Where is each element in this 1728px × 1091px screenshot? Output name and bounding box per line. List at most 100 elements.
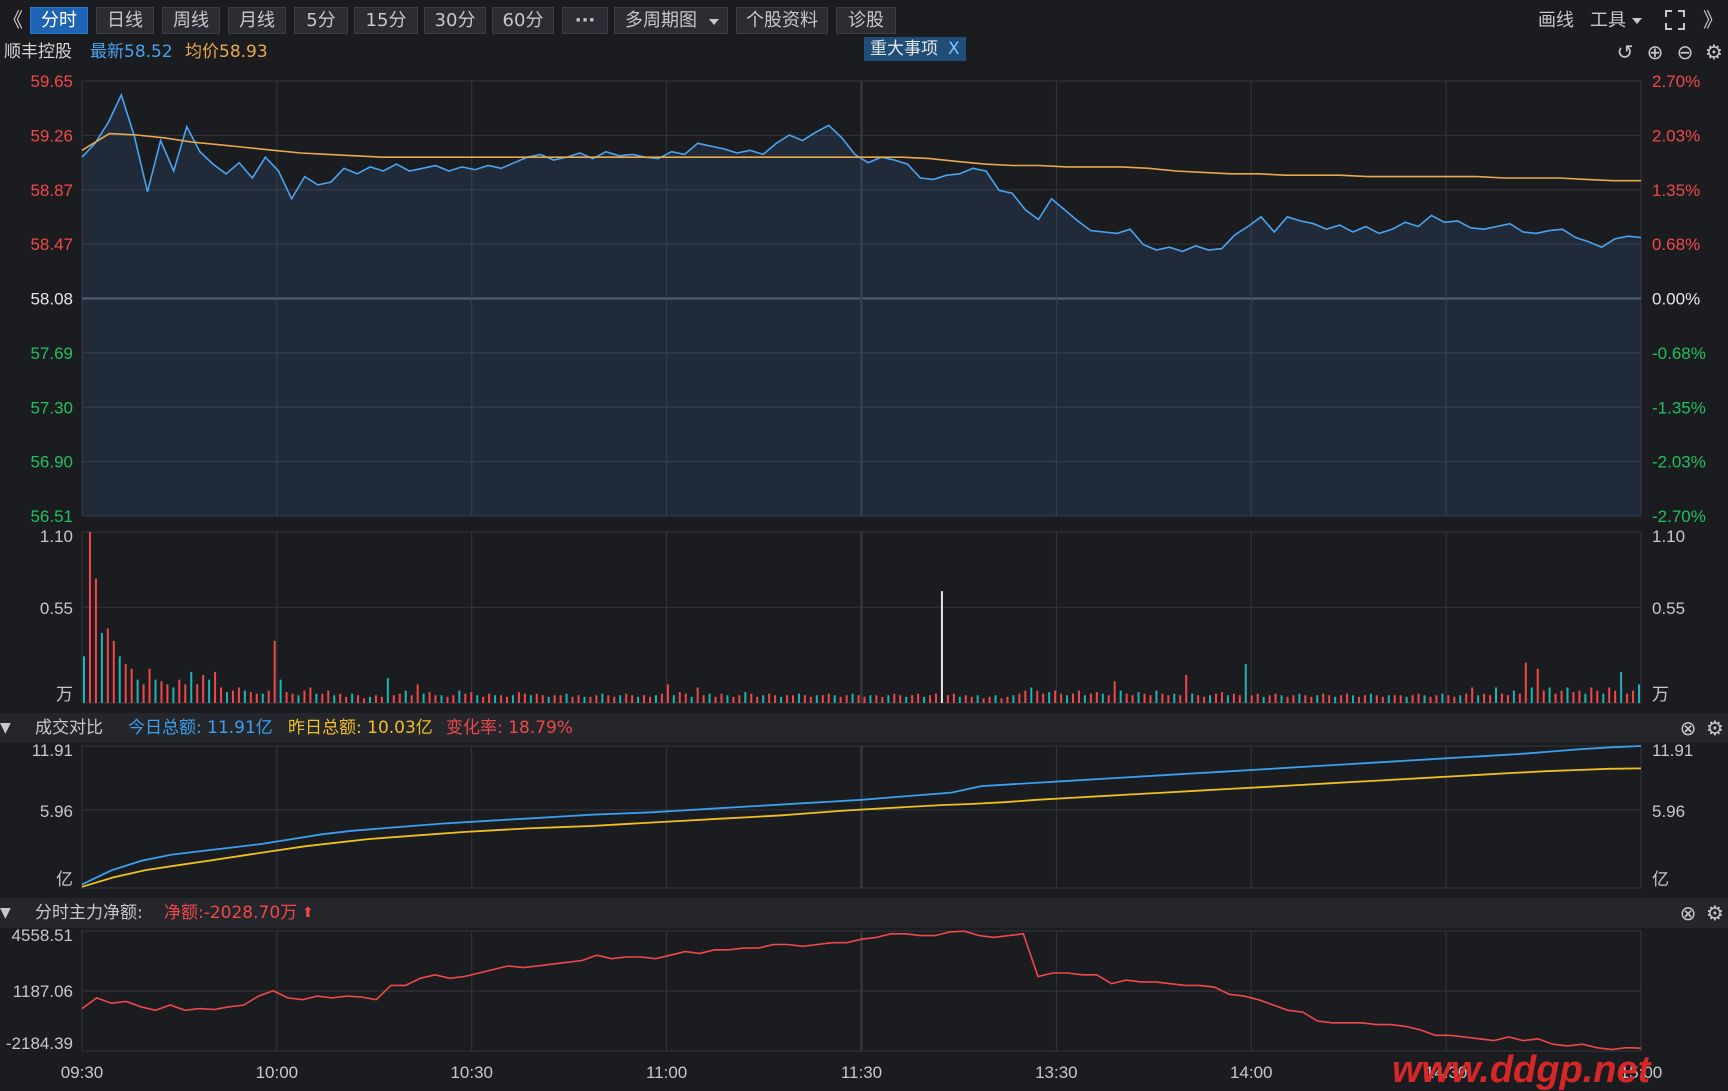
time-tick-label: 13:30	[1035, 1063, 1078, 1082]
net-amount: 净额:-2028.70万	[164, 903, 298, 923]
netflow-axis: 4558.51 1187.06 -2184.39	[6, 926, 73, 1053]
arrow-up-icon: ⬆	[302, 905, 314, 921]
draw-line-button[interactable]: 画线	[1538, 10, 1574, 31]
volume-unit-label: 万	[56, 685, 73, 704]
volume-tick-label: 1.10	[1652, 527, 1685, 546]
turnover-title: 成交对比	[35, 718, 103, 738]
watermark: www.ddgp.net	[1392, 1049, 1652, 1091]
price-tick-label: 56.90	[30, 453, 73, 472]
panel-frame	[81, 80, 1642, 517]
avg-price-line	[81, 132, 1641, 182]
price-tick-label: 59.26	[30, 126, 73, 145]
price-tick-label: 58.87	[30, 181, 73, 200]
netflow-line	[81, 930, 1642, 1051]
tab-weekly[interactable]: 周线	[162, 7, 220, 34]
percent-tick-label: -0.68%	[1652, 344, 1706, 363]
panel-frame	[81, 531, 1642, 704]
time-tick-label: 11:30	[841, 1063, 882, 1082]
time-tick-label: 10:00	[256, 1063, 299, 1082]
multi-period-dropdown[interactable]: 多周期图	[614, 7, 728, 34]
volume-tick-label: 0.55	[40, 599, 73, 618]
netflow-panel-header: ▼ 分时主力净额: 净额:-2028.70万 ⬆ ⊗ ⚙	[0, 898, 1728, 928]
percent-tick-label: -2.70%	[1652, 507, 1706, 526]
tab-30min[interactable]: 30分	[424, 7, 486, 34]
percent-tick-label: 0.68%	[1652, 235, 1700, 254]
netflow-tick-label: 1187.06	[13, 982, 73, 1001]
change-rate: 变化率: 18.79%	[446, 718, 573, 738]
toolbar: 《 分时 日线 周线 月线 5分 15分 30分 60分 ··· 多周期图 个股…	[0, 0, 1728, 40]
percent-tick-label: -1.35%	[1652, 398, 1706, 417]
price-tick-label: 58.47	[30, 235, 73, 254]
percent-tick-label: 1.35%	[1652, 181, 1700, 200]
collapse-left-icon[interactable]: 《	[3, 8, 23, 32]
today-total: 今日总额: 11.91亿	[128, 718, 273, 738]
tab-intraday[interactable]: 分时	[30, 7, 88, 34]
tab-15min[interactable]: 15分	[354, 7, 418, 34]
time-tick-label: 14:00	[1230, 1063, 1273, 1082]
volume-bars	[83, 532, 1640, 703]
volume-unit-label: 万	[1652, 685, 1669, 704]
price-area	[82, 94, 1641, 517]
percent-tick-label: 0.00%	[1652, 290, 1700, 309]
info-bar: 顺丰控股 最新58.52 均价58.93 ↺ ⊕ ⊖ ⚙	[0, 38, 1728, 66]
time-tick-label: 15:00	[1620, 1063, 1663, 1082]
yesterday-total: 昨日总额: 10.03亿	[288, 718, 433, 738]
close-icon[interactable]: X	[948, 39, 960, 59]
turnover-tick-label: 5.96	[40, 802, 73, 821]
turnover-tick-label: 11.91	[1652, 741, 1693, 760]
close-panel-icon[interactable]: ⊗	[1679, 901, 1697, 925]
turnover-unit-label: 亿	[56, 870, 73, 889]
close-panel-icon[interactable]: ⊗	[1679, 716, 1697, 740]
tab-daily[interactable]: 日线	[96, 7, 154, 34]
today-turnover-line	[81, 745, 1642, 886]
percent-tick-label: 2.70%	[1652, 72, 1700, 91]
tab-5min[interactable]: 5分	[294, 7, 348, 34]
turnover-unit-label: 亿	[1652, 870, 1669, 889]
collapse-icon[interactable]: ▼	[0, 905, 11, 921]
gear-icon[interactable]: ⚙	[1705, 40, 1723, 64]
major-event-tag[interactable]: 重大事项 X	[864, 37, 966, 61]
netflow-tick-label: -2184.39	[6, 1034, 73, 1053]
tools-dropdown[interactable]: 工具	[1590, 7, 1650, 34]
price-tick-label: 57.30	[30, 398, 73, 417]
fullscreen-icon[interactable]	[1662, 6, 1688, 34]
undo-icon[interactable]: ↺	[1616, 40, 1634, 64]
zoom-in-icon[interactable]: ⊕	[1646, 40, 1664, 64]
percent-tick-label: 2.03%	[1652, 126, 1700, 145]
more-periods-button[interactable]: ···	[562, 7, 608, 34]
panel-frame	[81, 745, 1642, 889]
price-tick-label: 57.69	[30, 344, 73, 363]
tab-monthly[interactable]: 月线	[228, 7, 286, 34]
collapse-icon[interactable]: ▼	[0, 720, 11, 736]
tools-label: 工具	[1590, 10, 1626, 31]
gear-icon[interactable]: ⚙	[1706, 716, 1724, 740]
multi-period-label: 多周期图	[625, 10, 697, 31]
zoom-out-icon[interactable]: ⊖	[1676, 40, 1694, 64]
tab-60min[interactable]: 60分	[492, 7, 554, 34]
turnover-tick-label: 11.91	[32, 741, 73, 760]
time-tick-label: 09:30	[61, 1063, 104, 1082]
major-event-label: 重大事项	[870, 39, 938, 59]
chevron-down-icon	[709, 19, 719, 25]
stock-profile-button[interactable]: 个股资料	[736, 7, 828, 34]
price-tick-label: 56.51	[30, 507, 73, 526]
price-tick-label: 58.08	[30, 290, 73, 309]
price-axis: 59.65 59.26 58.87 58.47 58.08 57.69 57.30 56.90…	[30, 72, 73, 526]
time-axis: 09:30 10:00 10:30 11:00 11:30 13:30 14:00 14:30…	[61, 1063, 1663, 1082]
expand-right-icon[interactable]: 》	[1703, 8, 1723, 32]
turnover-tick-label: 5.96	[1652, 802, 1685, 821]
turnover-panel-header: ▼ 成交对比 今日总额: 11.91亿 昨日总额: 10.03亿 变化率: 18…	[0, 713, 1728, 743]
panel-frame	[81, 930, 1642, 1052]
chevron-down-icon	[1632, 18, 1642, 24]
percent-tick-label: -2.03%	[1652, 453, 1706, 472]
volume-tick-label: 0.55	[1652, 599, 1685, 618]
gear-icon[interactable]: ⚙	[1706, 901, 1724, 925]
diagnose-button[interactable]: 诊股	[836, 7, 896, 34]
yesterday-turnover-line	[81, 767, 1642, 888]
time-tick-label: 11:00	[646, 1063, 687, 1082]
percent-axis: 2.70% 2.03% 1.35% 0.68% 0.00% -0.68% -1.35% -2.…	[1652, 72, 1706, 526]
price-line	[81, 92, 1642, 253]
latest-price: 最新58.52	[90, 42, 173, 62]
volume-axis: 1.10 1.10 0.55 0.55 万 万	[40, 527, 1685, 704]
volume-tick-label: 1.10	[40, 527, 73, 546]
